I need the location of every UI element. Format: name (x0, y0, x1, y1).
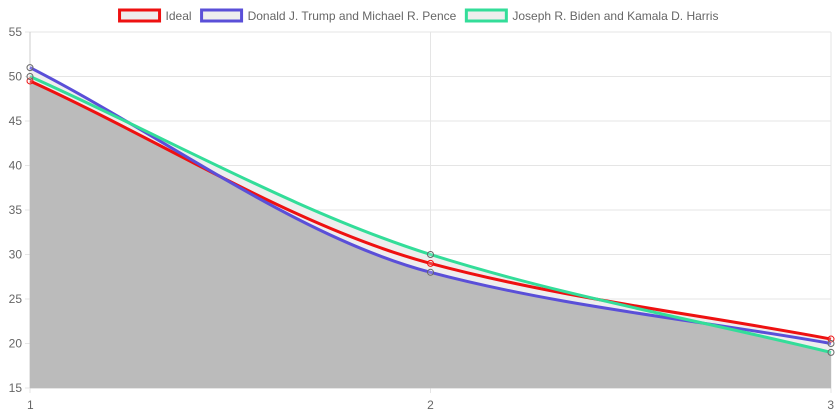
point-2-0 (26, 73, 34, 80)
x-tick-label-1: 1 (27, 398, 34, 412)
point-1-1 (427, 268, 434, 276)
point-2-1 (427, 251, 434, 258)
legend-label-0: Ideal (166, 9, 192, 23)
series-points (26, 64, 835, 356)
series-line-2 (29, 75, 832, 354)
legend-label-1: Donald J. Trump and Michael R. Pence (248, 9, 457, 23)
y-tick-label-25: 25 (9, 292, 23, 306)
x-tick-label-3: 3 (827, 398, 834, 412)
point-0-1 (427, 259, 434, 267)
y-tick-label-20: 20 (9, 337, 23, 351)
y-tick-label-40: 40 (9, 159, 23, 173)
chart-legend: Ideal Donald J. Trump and Michael R. Penc… (118, 8, 718, 23)
legend-label-2: Joseph R. Biden and Kamala D. Harris (512, 9, 718, 23)
y-tick-label-35: 35 (9, 203, 23, 217)
legend-swatch-0 (118, 8, 162, 23)
point-1-0 (26, 64, 34, 72)
y-tick-label-45: 45 (9, 114, 23, 128)
legend-swatch-2 (464, 8, 508, 23)
y-tick-label-55: 55 (9, 25, 23, 39)
y-tick-label-30: 30 (9, 248, 23, 262)
y-tick-label-50: 50 (9, 70, 23, 84)
x-axis: 1 2 3 (27, 398, 834, 412)
series-lines (29, 66, 832, 354)
y-axis: 15 20 25 30 35 40 45 50 55 (9, 25, 23, 395)
point-1-2 (827, 340, 835, 347)
point-2-2 (827, 348, 835, 356)
series-line-0 (29, 79, 832, 341)
legend-swatch-1 (200, 8, 244, 23)
y-tick-label-15: 15 (9, 381, 23, 395)
x-tick-label-2: 2 (427, 398, 434, 412)
